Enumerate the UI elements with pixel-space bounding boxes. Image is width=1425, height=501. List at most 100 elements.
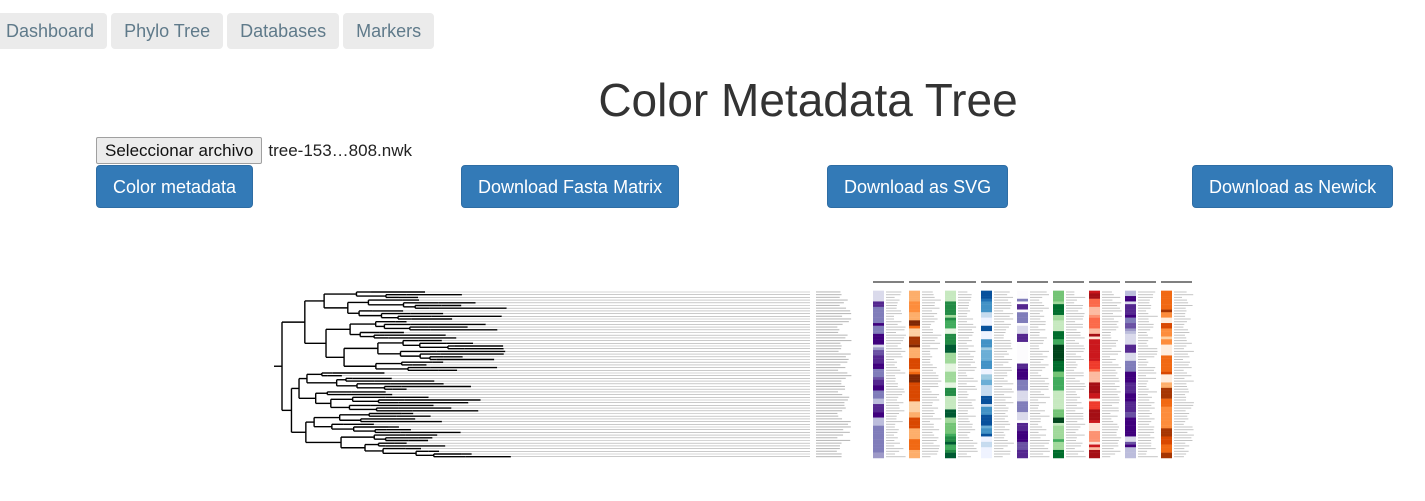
metadata-label bbox=[1102, 434, 1117, 436]
metadata-label bbox=[958, 291, 968, 293]
metadata-label bbox=[994, 415, 1008, 417]
metadata-label bbox=[922, 445, 940, 447]
metadata-label bbox=[1066, 396, 1081, 398]
metadata-label bbox=[922, 415, 933, 417]
metadata-label bbox=[1030, 359, 1044, 360]
metadata-cell bbox=[1125, 328, 1136, 332]
metadata-cell bbox=[1089, 290, 1100, 294]
metadata-label bbox=[958, 332, 974, 333]
metadata-label bbox=[958, 383, 967, 385]
metadata-label bbox=[1174, 356, 1190, 358]
metadata-label bbox=[1102, 377, 1119, 379]
metadata-label bbox=[922, 413, 935, 414]
metadata-cell bbox=[945, 425, 956, 429]
metadata-label bbox=[958, 375, 968, 377]
metadata-cell bbox=[873, 341, 884, 345]
download-svg-button[interactable]: Download as SVG bbox=[827, 165, 1009, 208]
tab-databases[interactable]: Databases bbox=[227, 13, 340, 49]
metadata-cell bbox=[1089, 379, 1100, 383]
metadata-cell bbox=[909, 301, 920, 305]
metadata-label bbox=[958, 340, 972, 342]
metadata-cell bbox=[1017, 336, 1028, 340]
metadata-label bbox=[886, 423, 896, 425]
color-metadata-button[interactable]: Color metadata bbox=[96, 165, 254, 208]
tip-label bbox=[816, 326, 838, 328]
metadata-label bbox=[1066, 321, 1076, 323]
metadata-cell bbox=[909, 363, 920, 367]
metadata-cell bbox=[1125, 379, 1136, 383]
metadata-cell bbox=[1125, 331, 1136, 335]
metadata-cell bbox=[945, 452, 956, 456]
metadata-cell bbox=[1017, 339, 1028, 343]
metadata-label bbox=[1066, 383, 1085, 385]
tab-dashboard[interactable]: Dashboard bbox=[0, 13, 108, 49]
metadata-label bbox=[1030, 307, 1049, 309]
metadata-cell bbox=[945, 433, 956, 437]
tip-label bbox=[816, 299, 848, 301]
metadata-cell bbox=[873, 385, 884, 389]
metadata-cell bbox=[945, 387, 956, 391]
metadata-cell bbox=[945, 360, 956, 364]
metadata-cell bbox=[873, 374, 884, 378]
metadata-label bbox=[958, 394, 969, 396]
metadata-cell bbox=[1161, 331, 1172, 335]
metadata-cell bbox=[981, 304, 992, 308]
metadata-cell bbox=[1053, 320, 1064, 324]
metadata-cell bbox=[981, 441, 992, 445]
metadata-label bbox=[994, 410, 1008, 412]
tab-markers[interactable]: Markers bbox=[343, 13, 435, 49]
metadata-label bbox=[958, 353, 971, 355]
metadata-cell bbox=[945, 414, 956, 418]
tip-label bbox=[816, 313, 852, 315]
metadata-cell bbox=[873, 428, 884, 432]
metadata-label bbox=[1138, 448, 1156, 450]
tip-label bbox=[816, 323, 843, 325]
metadata-cell bbox=[1125, 317, 1136, 321]
metadata-label bbox=[1030, 380, 1045, 382]
metadata-cell bbox=[909, 447, 920, 451]
tip-label bbox=[816, 350, 839, 352]
metadata-label bbox=[1174, 361, 1191, 363]
metadata-label bbox=[886, 299, 900, 301]
metadata-cell bbox=[1161, 436, 1172, 440]
metadata-label bbox=[994, 377, 1005, 379]
download-fasta-matrix-button[interactable]: Download Fasta Matrix bbox=[461, 165, 680, 208]
metadata-cell bbox=[1125, 301, 1136, 305]
tip-label bbox=[816, 394, 843, 396]
metadata-label bbox=[1066, 310, 1079, 312]
metadata-cell bbox=[1125, 360, 1136, 364]
tip-label bbox=[816, 353, 851, 355]
metadata-cell bbox=[981, 374, 992, 378]
metadata-label bbox=[994, 388, 1012, 390]
metadata-cell bbox=[1017, 439, 1028, 443]
metadata-label bbox=[994, 367, 1012, 369]
metadata-cell bbox=[1161, 333, 1172, 337]
metadata-cell bbox=[873, 350, 884, 353]
metadata-label bbox=[886, 348, 902, 350]
metadata-label bbox=[958, 305, 969, 306]
metadata-cell bbox=[945, 296, 956, 299]
metadata-label bbox=[994, 326, 1009, 328]
metadata-label bbox=[1102, 305, 1118, 306]
metadata-label bbox=[1102, 453, 1116, 455]
metadata-label bbox=[1066, 437, 1077, 439]
metadata-label bbox=[886, 350, 906, 352]
choose-file-button[interactable]: Seleccionar archivo bbox=[96, 137, 263, 164]
metadata-label bbox=[994, 340, 1011, 342]
metadata-label bbox=[1102, 388, 1117, 390]
metadata-cell bbox=[1017, 441, 1028, 445]
metadata-label bbox=[922, 310, 933, 312]
metadata-cell bbox=[909, 439, 920, 443]
metadata-cell bbox=[1089, 409, 1100, 413]
tab-phylo-tree[interactable]: Phylo Tree bbox=[111, 13, 224, 49]
metadata-cell bbox=[1089, 355, 1100, 359]
metadata-cell bbox=[909, 312, 920, 316]
metadata-label bbox=[1174, 359, 1184, 360]
metadata-cell bbox=[1089, 425, 1100, 429]
metadata-label bbox=[1174, 340, 1187, 342]
download-newick-button[interactable]: Download as Newick bbox=[1192, 165, 1394, 208]
metadata-cell bbox=[981, 325, 992, 329]
metadata-label bbox=[1174, 404, 1194, 406]
metadata-label bbox=[994, 323, 1012, 325]
metadata-label bbox=[1102, 326, 1119, 328]
